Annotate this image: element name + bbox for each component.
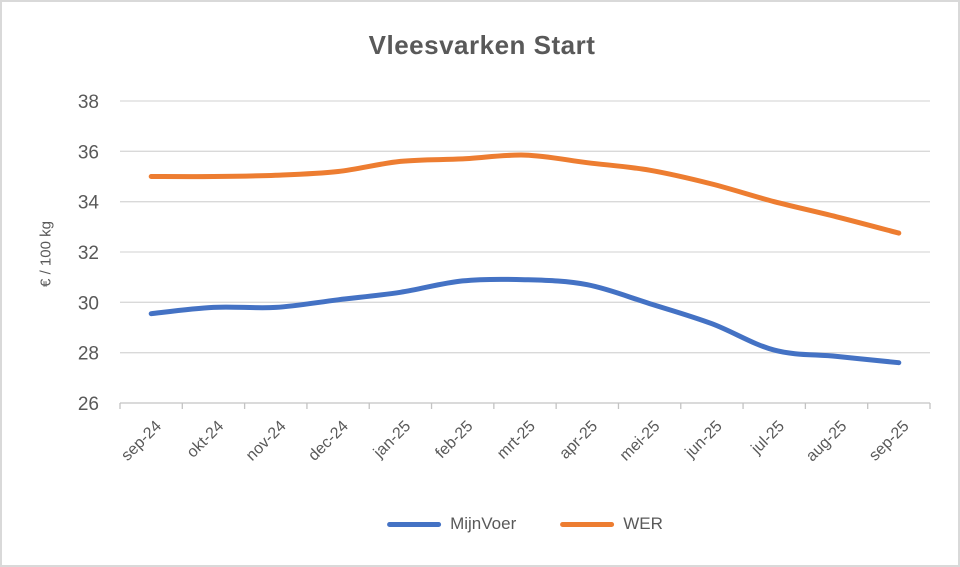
x-tick-label: jun-25: [682, 418, 726, 462]
y-tick-label: 34: [78, 193, 100, 214]
x-tick-label: dec-24: [305, 418, 352, 465]
legend-label-wer: WER: [623, 514, 663, 533]
x-tick-label: sep-24: [118, 418, 165, 465]
legend-item-wer: WER: [560, 514, 663, 534]
legend-item-mijnvoer: MijnVoer: [387, 514, 516, 534]
y-tick-label: 30: [78, 293, 99, 314]
legend-swatch-mijnvoer: [387, 521, 442, 527]
plot-area: 26 28 30 32 34 36 38 sep-24 okt-24 nov-24 dec-24 ja…: [78, 92, 931, 465]
y-tick-label: 32: [78, 243, 99, 264]
y-tick-label: 28: [78, 344, 99, 365]
x-tick-label: okt-24: [184, 418, 228, 462]
legend: MijnVoer WER: [387, 514, 663, 534]
y-tick-label: 36: [78, 142, 99, 163]
y-tick-label: 26: [78, 394, 99, 415]
x-tick-label: jan-25: [370, 418, 414, 462]
x-tick-label: mei-25: [617, 418, 664, 465]
series-line-mijnvoer: [148, 276, 902, 366]
series-line-wer: [148, 152, 902, 236]
legend-label-mijnvoer: MijnVoer: [450, 514, 517, 533]
x-tick-label: nov-24: [243, 418, 290, 465]
x-tick-label: aug-25: [803, 418, 850, 465]
y-tick-label: 38: [78, 92, 99, 113]
x-tick-label: feb-25: [432, 418, 476, 462]
x-tick-label: jul-25: [748, 418, 788, 458]
chart-title: Vleesvarken Start: [368, 30, 596, 60]
x-tick-label: apr-25: [556, 418, 601, 463]
x-tick-label: mrt-25: [494, 418, 539, 463]
x-tick-label: sep-25: [866, 418, 913, 465]
legend-swatch-wer: [560, 521, 615, 527]
